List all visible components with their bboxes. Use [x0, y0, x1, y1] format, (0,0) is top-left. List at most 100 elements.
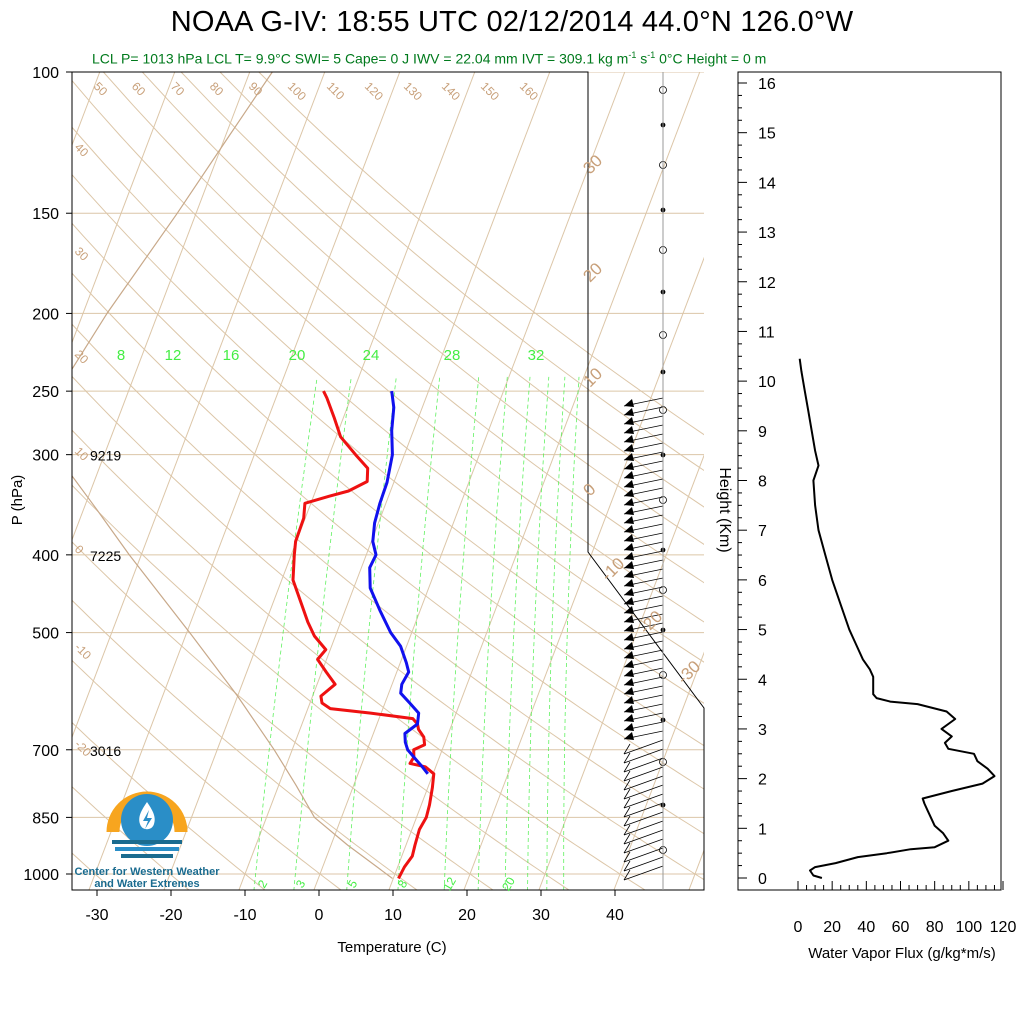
dry-adiabat	[72, 599, 418, 890]
mixing-ratio-line	[397, 376, 441, 890]
wind-barb-flag	[624, 687, 634, 695]
wind-barb-flag	[624, 579, 634, 587]
flux-tick-label: 0	[794, 919, 803, 936]
dry-adiabat-label: 90	[246, 79, 266, 99]
height-tick-label: 15	[758, 126, 776, 143]
dry-adiabat-label: 150	[478, 79, 502, 103]
logo-bolt-icon	[143, 810, 152, 829]
wind-barb-flag	[624, 408, 634, 416]
wind-barb	[623, 775, 664, 791]
logo-wave-2	[115, 847, 179, 851]
dry-adiabat	[72, 721, 266, 890]
dry-adiabat-label: 60	[129, 79, 149, 99]
mixing-ratio-line	[346, 376, 397, 890]
geopotential-height-label: 3016	[90, 743, 121, 759]
summary-exponent: -1	[628, 50, 637, 60]
dry-adiabat-label-large: 10	[579, 364, 606, 391]
wind-barb-flag	[624, 570, 634, 578]
dewpoint-profile-line	[368, 390, 429, 775]
dry-adiabat	[72, 786, 190, 890]
wind-barb-flag	[624, 426, 634, 434]
temperature-tick-label: 20	[458, 907, 476, 924]
summary-exponent-2: -1	[647, 50, 656, 60]
pressure-axis-title: P (hPa)	[9, 475, 26, 526]
height-tick-label: 0	[758, 871, 767, 888]
dry-adiabat-label: 120	[362, 79, 386, 103]
wind-barb	[623, 757, 664, 773]
wind-barb	[623, 856, 664, 872]
isotherm	[163, 72, 476, 890]
pressure-tick-label: 100	[32, 65, 59, 82]
geopotential-height-label: 7225	[90, 548, 121, 564]
pressure-tick-label: 1000	[23, 867, 59, 884]
isotherm	[613, 651, 704, 890]
wind-barb-feather	[623, 779, 631, 791]
skew-t-border	[71, 71, 705, 891]
wind-barb-feather	[623, 743, 631, 755]
wind-barb-feather	[623, 770, 631, 782]
height-tick-label: 4	[758, 672, 767, 689]
pressure-tick-label: 400	[32, 548, 59, 565]
height-tick-label: 1	[758, 821, 767, 838]
dry-adiabat-label: 130	[401, 79, 425, 103]
isotherm-label: 30	[72, 244, 92, 264]
dry-adiabat-label-large: 0	[579, 480, 599, 500]
dry-adiabat	[180, 72, 704, 508]
dry-adiabat	[141, 72, 704, 546]
dry-adiabat	[219, 72, 704, 472]
wind-barb-flag	[624, 615, 634, 623]
wind-barb	[623, 802, 664, 818]
skew-t-background	[72, 72, 704, 890]
mixing-ratio-label: 8	[117, 347, 125, 364]
logo-caption-line-1: Center for Western Weather	[74, 866, 220, 878]
wind-barb-flag	[624, 453, 634, 461]
dry-adiabat-label: 80	[207, 79, 227, 99]
dry-adiabat	[72, 126, 704, 663]
flux-tick-label: 60	[892, 919, 910, 936]
logo-caption-line-2: and Water Extremes	[94, 878, 200, 890]
flux-plot-area	[798, 358, 996, 879]
wind-barb-flag	[624, 525, 634, 533]
wind-barbs	[623, 86, 667, 881]
flux-tick-label: 20	[823, 919, 841, 936]
mixing-ratio-line	[563, 376, 580, 890]
wind-barb	[623, 793, 664, 809]
mixing-ratio-label: 32	[528, 347, 545, 364]
flux-tick-label: 120	[990, 919, 1017, 936]
mixing-ratio-line	[527, 376, 550, 890]
flux-axis-title: Water Vapor Flux (g/kg*m/s)	[808, 945, 996, 962]
mixing-ratio-label-bottom: 20	[499, 874, 518, 893]
pressure-tick-label: 150	[32, 206, 59, 223]
isotherm-label: 40	[72, 140, 92, 160]
temperature-axis-title: Temperature (C)	[337, 939, 446, 956]
dry-adiabat	[72, 79, 704, 623]
dry-adiabat	[72, 429, 646, 890]
pressure-tick-label: 300	[32, 448, 59, 465]
wind-barb-flag	[624, 498, 634, 506]
logo-caption: Center for Western Weather and Water Ext…	[66, 866, 228, 890]
wind-barb-flag	[624, 624, 634, 632]
dry-adiabat	[72, 222, 704, 747]
dry-adiabat	[72, 174, 704, 704]
height-tick-label: 13	[758, 225, 776, 242]
flux-profile-line	[798, 358, 996, 879]
wind-barb	[623, 838, 664, 854]
height-axis-title: Height (Km)	[716, 467, 733, 552]
height-tick-label: 16	[758, 76, 776, 93]
dry-adiabat	[72, 375, 704, 881]
temperature-tick-label: 10	[384, 907, 402, 924]
isotherm	[72, 72, 251, 542]
wind-barb-flag	[624, 606, 634, 614]
wind-barb	[623, 820, 664, 836]
mixing-ratio-line	[477, 376, 508, 890]
isotherm-label: -10	[72, 640, 94, 662]
dry-adiabat	[103, 72, 704, 584]
skew-t-profiles	[72, 72, 436, 880]
mixing-ratio-line	[504, 376, 531, 890]
logo-wave-1	[112, 840, 182, 844]
mixing-ratio-label: 24	[363, 347, 380, 364]
isotherm	[88, 72, 401, 890]
wind-barb-flag	[624, 588, 634, 596]
wind-barb-feather	[623, 860, 631, 872]
